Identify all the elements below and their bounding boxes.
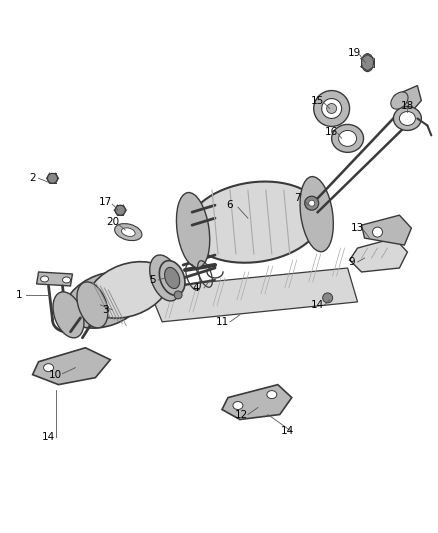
Text: 14: 14 [311, 300, 324, 310]
Ellipse shape [115, 224, 142, 240]
Text: 9: 9 [348, 257, 355, 267]
Ellipse shape [321, 99, 342, 118]
Text: 14: 14 [42, 432, 55, 442]
Text: 1: 1 [15, 290, 22, 300]
Text: 4: 4 [193, 283, 199, 293]
Text: 2: 2 [29, 173, 36, 183]
Ellipse shape [150, 255, 180, 301]
Polygon shape [395, 86, 421, 109]
Polygon shape [361, 215, 411, 245]
Ellipse shape [361, 54, 374, 71]
Text: 6: 6 [226, 200, 233, 210]
Ellipse shape [174, 291, 182, 299]
Ellipse shape [393, 107, 421, 131]
Ellipse shape [165, 268, 180, 288]
Ellipse shape [77, 282, 108, 328]
Text: 14: 14 [281, 426, 294, 437]
Text: 16: 16 [325, 127, 338, 138]
Polygon shape [32, 348, 110, 385]
Text: 12: 12 [235, 409, 248, 419]
Ellipse shape [327, 103, 337, 114]
Ellipse shape [187, 182, 322, 263]
Text: 13: 13 [351, 223, 364, 233]
Ellipse shape [372, 227, 382, 237]
Text: 7: 7 [294, 193, 301, 203]
Ellipse shape [121, 228, 135, 236]
Ellipse shape [53, 292, 84, 338]
Ellipse shape [339, 131, 357, 147]
Polygon shape [37, 272, 72, 286]
Text: 5: 5 [149, 275, 155, 285]
Text: 18: 18 [401, 101, 414, 110]
Polygon shape [350, 238, 407, 272]
Ellipse shape [43, 364, 53, 372]
Ellipse shape [233, 401, 243, 409]
Text: 20: 20 [106, 217, 119, 227]
Ellipse shape [391, 92, 408, 109]
Ellipse shape [332, 124, 364, 152]
Ellipse shape [41, 276, 49, 282]
Ellipse shape [305, 196, 319, 210]
Ellipse shape [63, 277, 71, 283]
Ellipse shape [309, 200, 314, 206]
Ellipse shape [65, 272, 146, 328]
Ellipse shape [300, 176, 333, 252]
Text: 15: 15 [311, 95, 324, 106]
Text: 3: 3 [102, 305, 109, 315]
Ellipse shape [48, 173, 57, 183]
Text: 19: 19 [348, 47, 361, 58]
Ellipse shape [177, 192, 210, 268]
Ellipse shape [159, 261, 185, 295]
Ellipse shape [323, 293, 332, 303]
Text: 10: 10 [49, 370, 62, 379]
Ellipse shape [314, 91, 350, 126]
Polygon shape [222, 385, 292, 419]
Text: 17: 17 [99, 197, 112, 207]
Text: 11: 11 [215, 317, 229, 327]
Polygon shape [148, 268, 357, 322]
Ellipse shape [267, 391, 277, 399]
Ellipse shape [399, 111, 415, 125]
Ellipse shape [115, 205, 125, 215]
Ellipse shape [88, 262, 169, 318]
